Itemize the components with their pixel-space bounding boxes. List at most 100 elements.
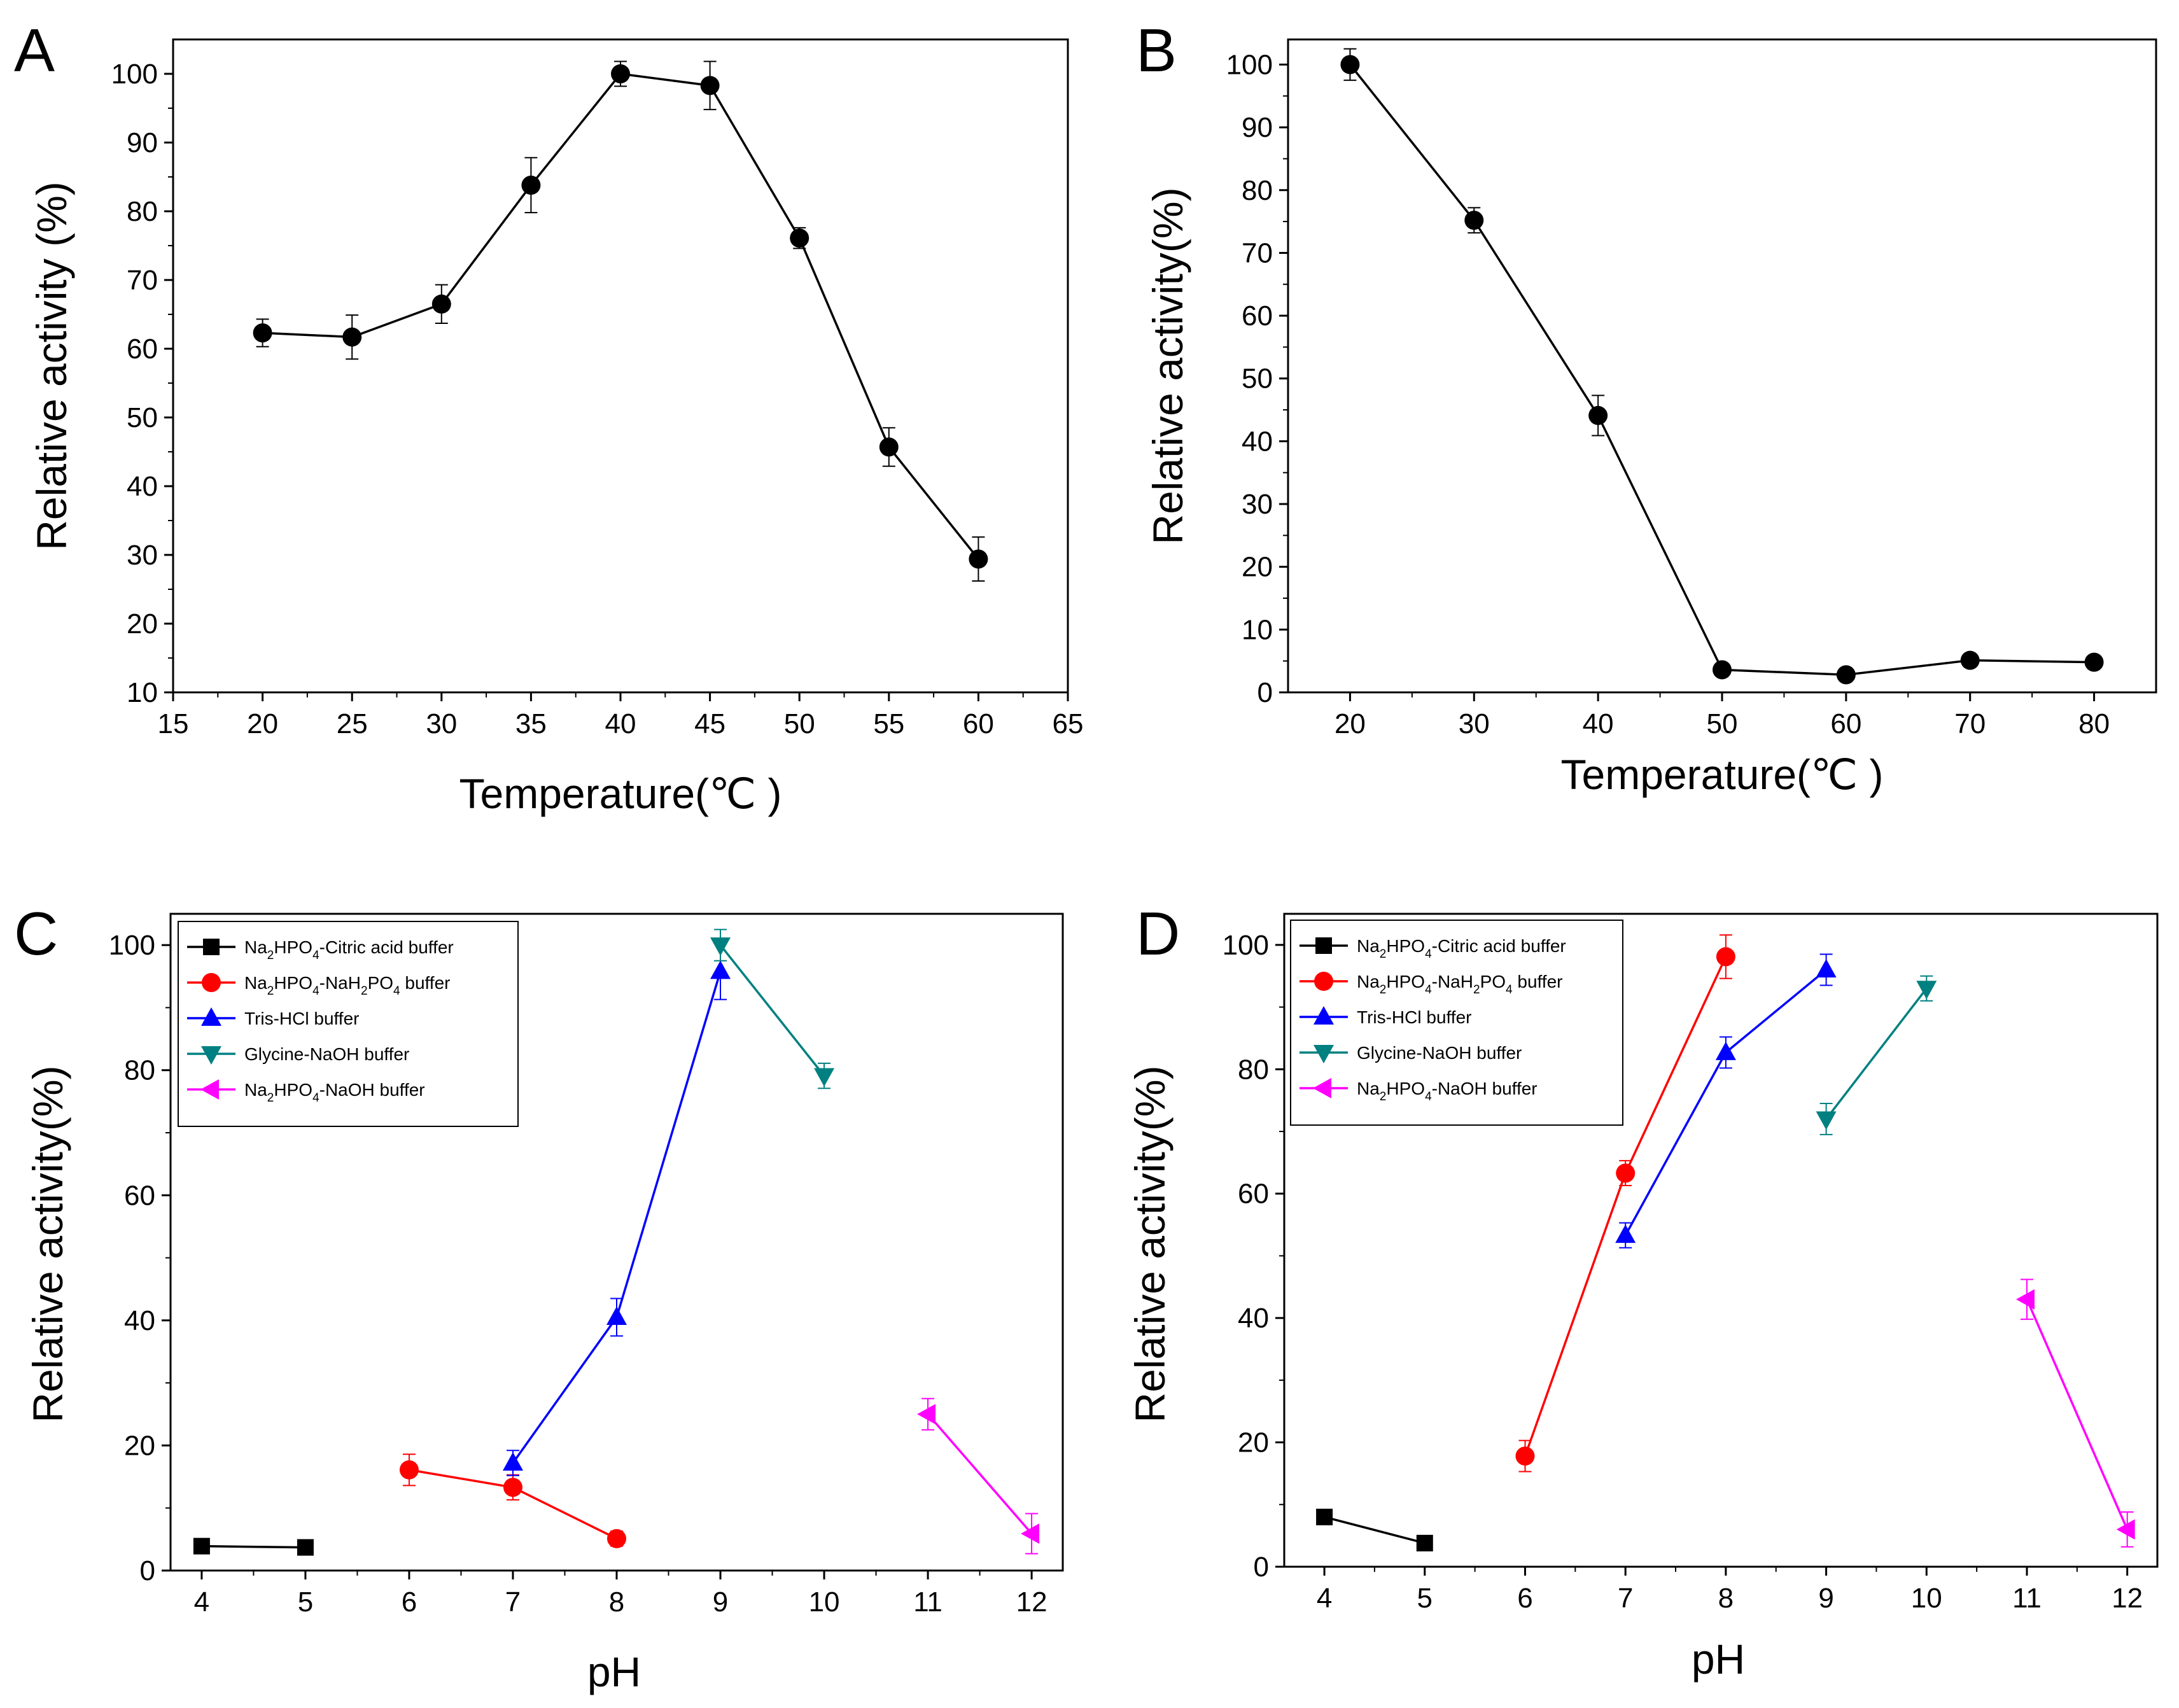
- series-group-b: [1340, 48, 2104, 685]
- plot-frame-d: [1283, 913, 2159, 1568]
- y-tick-label-b: 80: [1242, 175, 1273, 206]
- panel-letter-c: C: [14, 900, 58, 968]
- legend-c: Na2HPO4-Citric acid buffer Na2HPO4-NaH2PO…: [178, 921, 519, 1127]
- legend-label-c: Na2HPO4-NaH2PO4 buffer: [244, 973, 450, 998]
- y-axis-title-c: Relative activity(%): [24, 1065, 71, 1422]
- data-point-c: [1021, 1523, 1040, 1544]
- y-tick-label-a: 100: [111, 59, 158, 90]
- data-point-a: [700, 76, 720, 95]
- x-axis-title-c: pH: [587, 1648, 641, 1695]
- x-axis-title-b: Temperature(℃ ): [1561, 751, 1884, 798]
- y-tick-label-c: 80: [124, 1055, 155, 1086]
- data-point-d: [2015, 1289, 2035, 1310]
- data-point-d: [1816, 1111, 1837, 1130]
- panel-b: B 20 30 40 50 60 70 80 0 10 20 30 40 50 60 70 80 90 100 T…: [1136, 17, 2157, 798]
- x-tick-label-d: 12: [2112, 1583, 2143, 1614]
- series-line-d-0: [1324, 1516, 1426, 1544]
- x-tick-label-a: 15: [158, 708, 189, 739]
- x-tick-label-d: 4: [1317, 1583, 1332, 1614]
- data-point-d: [1616, 1163, 1636, 1183]
- x-tick-label-d: 6: [1517, 1583, 1532, 1614]
- y-tick-label-a: 80: [127, 196, 158, 227]
- legend-box-d: [1290, 920, 1623, 1126]
- axis-ticks-d: 4 5 6 7 8 9 10 11 12 0 20 40 60 80 100: [1223, 930, 2143, 1614]
- x-tick-label-a: 60: [963, 708, 994, 739]
- series-line-d-2: [1624, 969, 1827, 1236]
- x-tick-label-c: 6: [402, 1586, 417, 1618]
- x-tick-label-b: 30: [1459, 708, 1490, 739]
- y-tick-label-d: 0: [1254, 1551, 1269, 1583]
- data-point-d: [1615, 1224, 1636, 1243]
- data-point-d: [1716, 947, 1735, 967]
- axis-ticks-c: 4 5 6 7 8 9 10 11 12 0 20 40 60 80 100: [109, 930, 1047, 1618]
- y-tick-label-c: 40: [124, 1305, 155, 1336]
- y-axis-title-d: Relative activity(%): [1126, 1065, 1174, 1422]
- data-point-a: [521, 175, 541, 195]
- legend-marker-d: [1314, 972, 1333, 991]
- y-tick-label-a: 50: [127, 402, 158, 433]
- y-tick-label-d: 100: [1223, 930, 1269, 961]
- legend-marker-d: [1314, 1045, 1334, 1063]
- series-line-d-4: [2026, 1299, 2129, 1530]
- y-tick-label-a: 70: [127, 265, 158, 296]
- x-tick-label-c: 9: [713, 1586, 728, 1618]
- data-point-b: [1713, 660, 1732, 680]
- legend-marker-c: [201, 1007, 221, 1026]
- data-point-b: [1588, 405, 1608, 425]
- x-tick-label-b: 60: [1830, 708, 1861, 739]
- data-point-c: [502, 1452, 523, 1471]
- data-point-d: [1816, 958, 1837, 977]
- legend-marker-d: [1314, 1006, 1334, 1025]
- x-tick-label-c: 10: [809, 1586, 840, 1618]
- plot-frame-b: [1287, 38, 2157, 694]
- y-tick-label-b: 40: [1242, 426, 1273, 457]
- legend-label-d: Glycine-NaOH buffer: [1357, 1043, 1522, 1063]
- x-tick-label-c: 11: [913, 1586, 942, 1618]
- data-point-c: [399, 1460, 419, 1480]
- data-point-a: [342, 327, 362, 347]
- x-tick-label-a: 65: [1053, 708, 1084, 739]
- axis-ticks-b: 20 30 40 50 60 70 80 0 10 20 30 40 50 60 70 80 90 100: [1226, 49, 2110, 739]
- x-tick-label-c: 8: [609, 1586, 624, 1618]
- y-axis-title-a: Relative activity (%): [28, 181, 75, 550]
- series-group-a: [253, 60, 988, 582]
- legend-label-c: Na2HPO4-NaOH buffer: [244, 1080, 425, 1105]
- y-tick-label-b: 20: [1242, 552, 1273, 583]
- y-tick-label-b: 50: [1242, 363, 1273, 395]
- x-tick-label-c: 4: [194, 1586, 209, 1618]
- data-point-c: [917, 1404, 936, 1425]
- legend-label-c: Tris-HCl buffer: [244, 1009, 359, 1028]
- x-tick-label-c: 5: [298, 1586, 313, 1618]
- x-tick-label-d: 8: [1718, 1583, 1734, 1614]
- series-group-d: [1316, 934, 2135, 1551]
- y-tick-label-b: 70: [1242, 237, 1273, 269]
- data-point-c: [606, 1306, 627, 1325]
- y-tick-label-d: 40: [1238, 1303, 1269, 1334]
- panel-c: C 4 5 6 7 8 9 10 11 12 0 20 40 60 80 100 Na2HPO4-Citri…: [14, 900, 1064, 1695]
- x-axis-title-d: pH: [1692, 1635, 1745, 1683]
- data-point-c: [193, 1537, 210, 1555]
- legend-marker-c: [200, 1079, 219, 1100]
- y-tick-label-a: 20: [127, 608, 158, 640]
- y-tick-label-b: 100: [1226, 49, 1273, 80]
- y-tick-label-a: 10: [127, 677, 158, 708]
- data-point-d: [1916, 981, 1937, 1000]
- series-line-d-3: [1825, 988, 1928, 1120]
- x-tick-label-a: 35: [515, 708, 547, 739]
- legend-label-d: Tris-HCl buffer: [1357, 1007, 1471, 1027]
- legend-marker-c: [201, 1046, 221, 1065]
- y-tick-label-c: 0: [140, 1555, 155, 1586]
- y-tick-label-c: 100: [109, 930, 155, 961]
- y-tick-label-d: 80: [1238, 1054, 1269, 1085]
- data-point-a: [879, 437, 899, 457]
- x-tick-label-d: 5: [1417, 1583, 1433, 1614]
- y-axis-title-b: Relative activity(%): [1144, 187, 1191, 544]
- x-tick-label-d: 9: [1818, 1583, 1833, 1614]
- data-point-a: [969, 549, 988, 569]
- data-point-d: [2116, 1519, 2135, 1540]
- x-tick-label-d: 11: [2012, 1583, 2042, 1614]
- x-axis-title-a: Temperature(℃ ): [459, 770, 782, 817]
- legend-d: Na2HPO4-Citric acid buffer Na2HPO4-NaH2PO…: [1290, 920, 1623, 1126]
- y-tick-label-c: 20: [124, 1430, 155, 1461]
- data-point-d: [1715, 1041, 1736, 1060]
